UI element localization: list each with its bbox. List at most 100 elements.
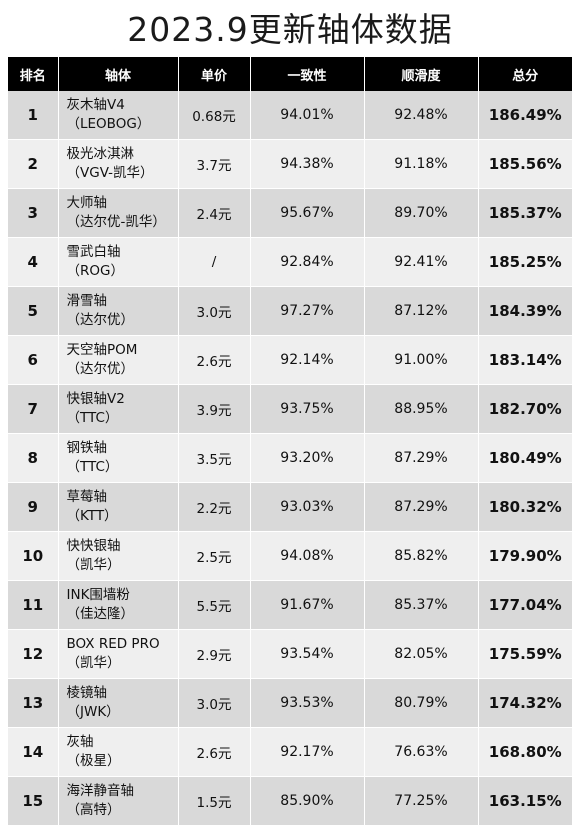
table-row: 12 BOX RED PRO （凯华） 2.9元 93.54% 82.05% 175.59% (8, 629, 572, 679)
switch-name-cell: 灰木轴V4 （LEOBOG） (58, 91, 179, 140)
header-total: 总分 (478, 57, 572, 91)
switch-maker: （凯华） (66, 557, 121, 573)
price-cell: 3.5元 (178, 433, 251, 483)
header-price: 单价 (178, 57, 251, 91)
switch-maker: （JWK） (66, 704, 120, 720)
table-row: 11 INK围墙粉 （佳达隆） 5.5元 91.67% 85.37% 177.04% (8, 580, 572, 630)
header-smoothness: 顺滑度 (364, 57, 479, 91)
price-cell: / (178, 237, 251, 287)
smoothness-cell: 91.18% (364, 139, 479, 189)
rank-cell: 10 (8, 531, 59, 581)
switch-maker: （佳达隆） (66, 606, 135, 622)
total-score-cell: 174.32% (478, 678, 572, 728)
switch-name: 钢铁轴 (66, 440, 108, 456)
switch-name: 灰轴 (66, 734, 94, 750)
switch-maker: （凯华） (66, 655, 121, 671)
switch-name-cell: 天空轴POM （达尔优） (58, 335, 179, 385)
switch-maker: （达尔优-凯华） (66, 214, 166, 230)
switch-name: 海洋静音轴 (66, 783, 135, 799)
total-score-cell: 163.15% (478, 776, 572, 826)
table-row: 14 灰轴 （极星） 2.6元 92.17% 76.63% 168.80% (8, 727, 572, 777)
rank-cell: 4 (8, 237, 59, 287)
table-row: 5 滑雪轴 （达尔优） 3.0元 97.27% 87.12% 184.39% (8, 286, 572, 336)
switch-maker: （达尔优） (66, 312, 135, 328)
total-score-cell: 185.25% (478, 237, 572, 287)
consistency-cell: 95.67% (250, 188, 365, 238)
switch-maker: （KTT） (66, 508, 118, 524)
switch-name-cell: 灰轴 （极星） (58, 727, 179, 777)
total-score-cell: 185.37% (478, 188, 572, 238)
switch-name: BOX RED PRO (66, 636, 160, 652)
switch-name-cell: 快银轴V2 （TTC） (58, 384, 179, 434)
switch-name-cell: 草莓轴 （KTT） (58, 482, 179, 532)
rank-cell: 11 (8, 580, 59, 630)
smoothness-cell: 80.79% (364, 678, 479, 728)
switch-name: 极光冰淇淋 (66, 146, 135, 162)
switch-maker: （达尔优） (66, 361, 135, 377)
switch-name-cell: 极光冰淇淋 （VGV-凯华） (58, 139, 179, 189)
switch-name: INK围墙粉 (66, 587, 130, 603)
consistency-cell: 93.75% (250, 384, 365, 434)
switch-name: 灰木轴V4 (66, 97, 125, 113)
table-row: 10 快快银轴 （凯华） 2.5元 94.08% 85.82% 179.90% (8, 531, 572, 581)
switch-name: 棱镜轴 (66, 685, 108, 701)
smoothness-cell: 92.41% (364, 237, 479, 287)
consistency-cell: 93.53% (250, 678, 365, 728)
consistency-cell: 92.14% (250, 335, 365, 385)
total-score-cell: 179.90% (478, 531, 572, 581)
switch-name: 快快银轴 (66, 538, 121, 554)
table-row: 3 大师轴 （达尔优-凯华） 2.4元 95.67% 89.70% 185.37% (8, 188, 572, 238)
consistency-cell: 94.38% (250, 139, 365, 189)
table-header-row: 排名 轴体 单价 一致性 顺滑度 总分 (8, 57, 572, 91)
rank-cell: 8 (8, 433, 59, 483)
total-score-cell: 184.39% (478, 286, 572, 336)
consistency-cell: 92.17% (250, 727, 365, 777)
switch-name: 天空轴POM (66, 342, 138, 358)
switch-maker: （TTC） (66, 410, 119, 426)
price-cell: 2.6元 (178, 335, 251, 385)
table-row: 9 草莓轴 （KTT） 2.2元 93.03% 87.29% 180.32% (8, 482, 572, 532)
consistency-cell: 94.08% (250, 531, 365, 581)
table-row: 13 棱镜轴 （JWK） 3.0元 93.53% 80.79% 174.32% (8, 678, 572, 728)
table-row: 7 快银轴V2 （TTC） 3.9元 93.75% 88.95% 182.70% (8, 384, 572, 434)
rank-cell: 7 (8, 384, 59, 434)
table-row: 1 灰木轴V4 （LEOBOG） 0.68元 94.01% 92.48% 186.49% (8, 91, 572, 140)
switch-name: 大师轴 (66, 195, 108, 211)
table-row: 6 天空轴POM （达尔优） 2.6元 92.14% 91.00% 183.14% (8, 335, 572, 385)
price-cell: 3.9元 (178, 384, 251, 434)
consistency-cell: 91.67% (250, 580, 365, 630)
rank-cell: 2 (8, 139, 59, 189)
total-score-cell: 183.14% (478, 335, 572, 385)
rank-cell: 5 (8, 286, 59, 336)
header-switch: 轴体 (58, 57, 179, 91)
switch-name-cell: 快快银轴 （凯华） (58, 531, 179, 581)
switch-maker: （ROG） (66, 263, 124, 279)
table-row: 2 极光冰淇淋 （VGV-凯华） 3.7元 94.38% 91.18% 185.56% (8, 139, 572, 189)
smoothness-cell: 85.82% (364, 531, 479, 581)
price-cell: 3.0元 (178, 678, 251, 728)
total-score-cell: 186.49% (478, 91, 572, 140)
rank-cell: 6 (8, 335, 59, 385)
total-score-cell: 185.56% (478, 139, 572, 189)
header-rank: 排名 (8, 57, 59, 91)
rank-cell: 14 (8, 727, 59, 777)
switch-name-cell: 钢铁轴 （TTC） (58, 433, 179, 483)
price-cell: 0.68元 (178, 91, 251, 140)
switch-maker: （LEOBOG） (66, 116, 151, 132)
rank-cell: 12 (8, 629, 59, 679)
rank-cell: 15 (8, 776, 59, 826)
switch-name-cell: 雪武白轴 （ROG） (58, 237, 179, 287)
price-cell: 3.7元 (178, 139, 251, 189)
switch-name: 雪武白轴 (66, 244, 121, 260)
switch-data-table: 排名 轴体 单价 一致性 顺滑度 总分 1 灰木轴V4 （LEOBOG） 0.68元 9… (8, 57, 572, 826)
price-cell: 2.6元 (178, 727, 251, 777)
total-score-cell: 180.32% (478, 482, 572, 532)
switch-name: 滑雪轴 (66, 293, 108, 309)
smoothness-cell: 89.70% (364, 188, 479, 238)
rank-cell: 3 (8, 188, 59, 238)
smoothness-cell: 92.48% (364, 91, 479, 140)
smoothness-cell: 91.00% (364, 335, 479, 385)
smoothness-cell: 87.29% (364, 433, 479, 483)
consistency-cell: 92.84% (250, 237, 365, 287)
price-cell: 3.0元 (178, 286, 251, 336)
